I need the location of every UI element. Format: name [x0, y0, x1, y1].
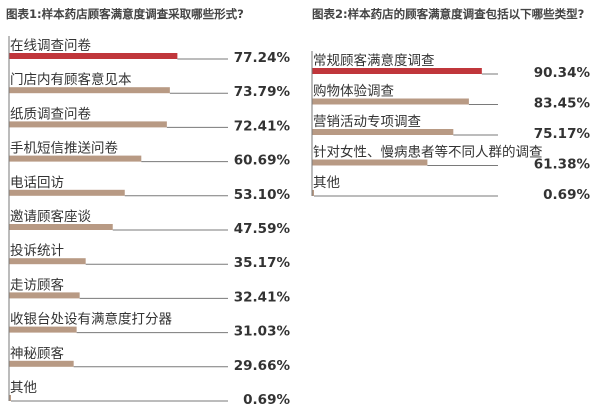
bar: [9, 87, 170, 94]
chart-title: 图表1:样本药店顾客满意度调查采取哪些形式?: [6, 7, 244, 21]
value-label: 47.59%: [234, 221, 291, 237]
value-label: 75.17%: [534, 126, 591, 142]
category-label: 邀请顾客座谈: [10, 208, 91, 225]
category-label: 投诉统计: [10, 243, 64, 259]
bar: [312, 190, 314, 196]
value-label: 73.79%: [234, 84, 291, 100]
bar: [312, 98, 469, 105]
chart-panel-1: 图表1:样本药店顾客满意度调查采取哪些形式? 在线调查问卷 77.24% 门店内有顾…: [0, 0, 296, 412]
value-label: 90.34%: [534, 65, 591, 81]
value-label: 0.69%: [543, 187, 590, 203]
bar: [9, 53, 178, 59]
bar: [312, 159, 428, 166]
category-label: 针对女性、慢病患者等不同人群的调查: [313, 144, 543, 161]
bar: [9, 326, 77, 333]
value-label: 53.10%: [234, 187, 291, 203]
bar: [9, 121, 167, 128]
category-label: 收银台处设有满意度打分器: [10, 311, 172, 328]
value-label: 31.03%: [234, 324, 291, 340]
bar: [9, 155, 142, 162]
chart-title: 图表2:样本药店的顾客满意度调查包括以下哪些类型?: [312, 7, 585, 21]
category-label: 营销活动专项调查: [313, 114, 421, 130]
chart-panel-2: 图表2:样本药店的顾客满意度调查包括以下哪些类型? 常规顾客满意度调查 90.34…: [308, 0, 600, 412]
value-label: 32.41%: [234, 289, 291, 305]
bar: [312, 129, 454, 135]
value-label: 77.24%: [234, 50, 291, 66]
bar: [9, 360, 74, 367]
category-label: 在线调查问卷: [10, 38, 91, 54]
category-label: 其他: [10, 380, 37, 396]
category-label: 神秘顾客: [10, 345, 64, 362]
category-label: 其他: [313, 175, 340, 191]
value-label: 60.69%: [234, 153, 291, 169]
bar-chart-2: 常规顾客满意度调查 90.34% 购物体验调查 83.45% 营销活动专项调查 75.17…: [311, 51, 591, 203]
bar: [312, 68, 482, 74]
value-label: 72.41%: [234, 118, 291, 134]
value-label: 29.66%: [234, 358, 291, 374]
category-label: 购物体验调查: [313, 84, 394, 100]
value-label: 0.69%: [243, 392, 290, 408]
value-label: 35.17%: [234, 255, 291, 271]
category-label: 手机短信推送问卷: [10, 141, 118, 157]
value-label: 61.38%: [534, 157, 591, 173]
category-label: 门店内有顾客意见本: [10, 71, 132, 88]
bar: [9, 258, 86, 265]
bar: [9, 395, 11, 401]
category-label: 电话回访: [10, 175, 64, 191]
bar-chart-1: 在线调查问卷 77.24% 门店内有顾客意见本 73.79% 纸质调查问卷 72.41% 手…: [8, 36, 291, 408]
category-label: 常规顾客满意度调查: [313, 52, 435, 69]
category-label: 纸质调查问卷: [10, 106, 91, 122]
bar: [9, 292, 80, 299]
bar: [9, 189, 125, 196]
bar: [9, 224, 113, 230]
category-label: 走访顾客: [10, 276, 64, 293]
value-label: 83.45%: [534, 96, 591, 112]
